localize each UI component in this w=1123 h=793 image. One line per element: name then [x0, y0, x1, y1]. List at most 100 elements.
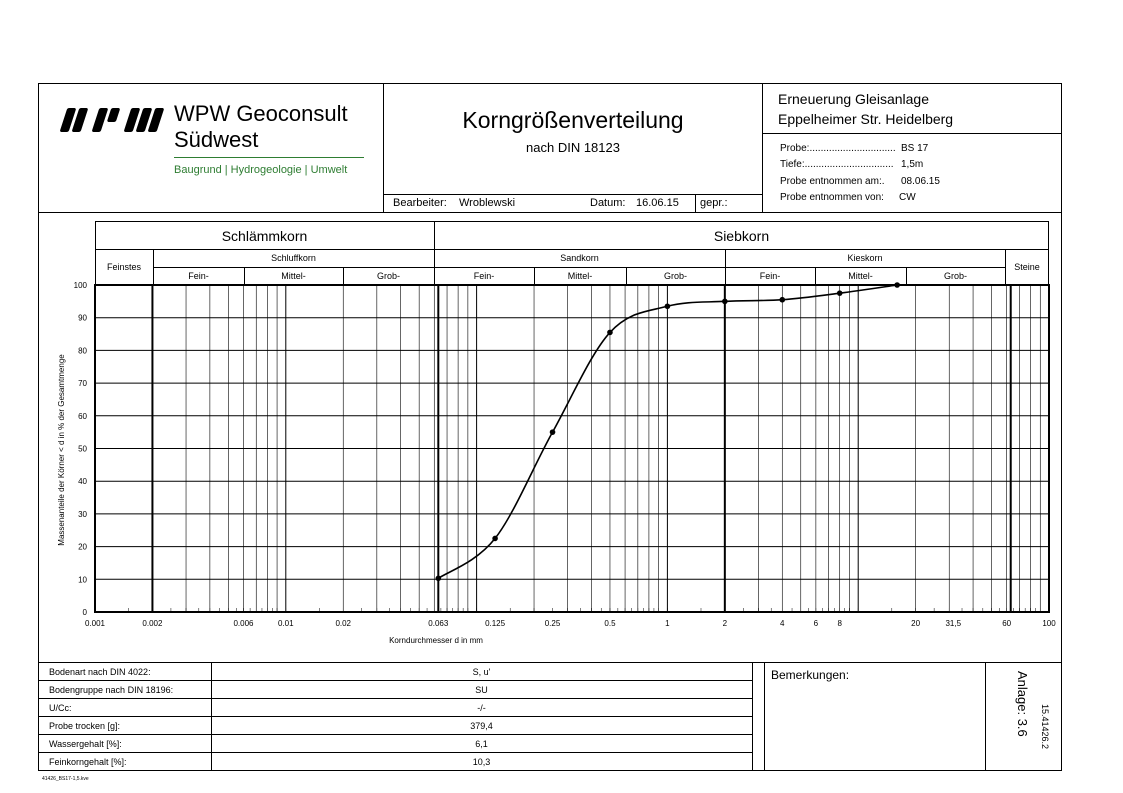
x-tick-label: 60 — [1002, 619, 1011, 628]
kies-grob-label: Grob- — [943, 271, 967, 281]
data-point — [836, 290, 843, 296]
schlaemmkorn-label: Schlämmkorn — [221, 228, 308, 244]
result-value: 10,3 — [472, 757, 491, 767]
anlage-label: Anlage: 3.6 — [1015, 671, 1030, 737]
data-point — [894, 282, 900, 288]
result-label: U/Cc: — [49, 703, 72, 713]
result-value: 6,1 — [475, 739, 488, 749]
result-value: S, u' — [472, 667, 491, 677]
data-point — [779, 296, 786, 303]
category-divider-h2 — [153, 267, 1005, 268]
kies-mittel-label: Mittel- — [848, 271, 873, 281]
x-tick-labels: 0.001 0.002 0.006 0.01 0.02 0.063 0.125 0.25 0.5… — [85, 619, 1056, 628]
entnommen-am-value: 08.06.15 — [901, 176, 940, 187]
div-kies-fm — [815, 267, 816, 285]
probe-value: BS 17 — [901, 143, 929, 154]
plot-frame — [94, 284, 1050, 613]
x-tick-label: 0.063 — [428, 619, 449, 628]
data-point — [664, 303, 671, 310]
results-value-divider — [752, 662, 753, 770]
sand-mittel-label: Mittel- — [567, 271, 593, 281]
category-divider-steine — [1005, 249, 1006, 285]
x-tick-label: 0.002 — [142, 619, 163, 628]
company-underline — [174, 157, 364, 158]
y-tick-label: 70 — [78, 379, 87, 388]
x-tick-label: 0.25 — [545, 619, 561, 628]
schluff-grob-label: Grob- — [376, 271, 400, 281]
div-schluff-mg — [343, 267, 344, 285]
y-tick-labels: 0 10 20 30 40 50 60 70 80 90 100 — [74, 281, 88, 617]
company-tagline: Baugrund | Hydrogeologie | Umwelt — [174, 164, 348, 176]
data-point — [722, 298, 728, 305]
page-title: Korngrößenverteilung — [462, 107, 684, 133]
datum-value: 16.06.15 — [636, 197, 679, 209]
x-tick-label: 0.02 — [335, 619, 351, 628]
result-value: -/- — [477, 703, 486, 713]
x-tick-label: 1 — [665, 619, 670, 628]
datum-label: Datum: — [590, 197, 626, 209]
anlage-divider — [985, 662, 986, 770]
header-divider-1 — [383, 84, 384, 212]
project-number: 15.41426.2 — [1040, 704, 1050, 750]
x-tick-label: 0.125 — [485, 619, 506, 628]
gepr-divider — [695, 194, 696, 212]
feinstes-label: Feinstes — [106, 262, 141, 272]
sand-grob-label: Grob- — [663, 271, 687, 281]
kieskorn-label: Kieskorn — [847, 253, 883, 263]
row-line-2 — [39, 698, 752, 699]
data-point — [435, 575, 442, 582]
x-tick-label: 0.001 — [85, 619, 106, 628]
row-line-5 — [39, 752, 752, 753]
project-line1: Erneuerung Gleisanlage — [778, 91, 929, 107]
meta-line — [383, 194, 762, 195]
row-line-1 — [39, 680, 752, 681]
result-label: Bodenart nach DIN 4022: — [49, 667, 151, 677]
y-tick-label: 30 — [78, 510, 87, 519]
data-point — [549, 429, 556, 435]
schluff-mittel-label: Mittel- — [281, 271, 306, 281]
x-tick-label: 2 — [723, 619, 728, 628]
x-tick-label: 4 — [780, 619, 785, 628]
category-divider-h1 — [95, 249, 1049, 250]
y-axis-label: Massenanteile der Körner < d in % der Ge… — [57, 354, 66, 546]
x-tick-label: 31,5 — [945, 619, 961, 628]
y-tick-label: 60 — [78, 412, 87, 421]
x-tick-label: 0.5 — [604, 619, 616, 628]
result-label: Bodengruppe nach DIN 18196: — [49, 685, 174, 695]
div-sand-fm — [534, 267, 535, 285]
data-point — [607, 329, 613, 336]
x-tick-label: 0.01 — [278, 619, 294, 628]
major-gridlines — [94, 284, 1050, 613]
siebkorn-label: Siebkorn — [713, 228, 770, 244]
gepr-label: gepr.: — [700, 197, 728, 209]
page-subtitle: nach DIN 18123 — [526, 140, 620, 155]
entnommen-von-value: CW — [899, 192, 916, 203]
sand-fein-label: Fein- — [473, 271, 495, 281]
x-tick-label: 6 — [814, 619, 819, 628]
category-divider-sand-kies — [725, 249, 726, 285]
project-line2: Eppelheimer Str. Heidelberg — [778, 111, 954, 127]
div-schluff-fm — [244, 267, 245, 285]
results-top-line — [39, 662, 1061, 663]
file-name: 41426_BS17-1,5.kve — [42, 776, 89, 782]
result-value: SU — [475, 685, 488, 695]
entnommen-am-label: Probe entnommen am:. — [780, 176, 885, 187]
project-line — [762, 133, 1061, 134]
company-name-line2: Südwest — [174, 127, 259, 152]
y-tick-label: 20 — [78, 543, 87, 552]
x-tick-label: 8 — [837, 619, 842, 628]
tiefe-label: Tiefe:................................ — [780, 159, 894, 170]
tiefe-value: 1,5m — [901, 159, 924, 170]
y-tick-label: 80 — [78, 346, 87, 355]
header-bottom-line — [39, 212, 1061, 213]
row-line-4 — [39, 734, 752, 735]
bemerkungen-divider — [764, 662, 765, 770]
y-tick-label: 100 — [74, 281, 88, 290]
company-name-line1: WPW Geoconsult — [174, 101, 348, 126]
bearbeiter-value: Wroblewski — [459, 197, 516, 209]
y-tick-label: 50 — [78, 445, 87, 454]
y-tick-label: 0 — [83, 608, 88, 617]
sandkorn-label: Sandkorn — [560, 253, 599, 263]
y-tick-label: 90 — [78, 314, 87, 323]
